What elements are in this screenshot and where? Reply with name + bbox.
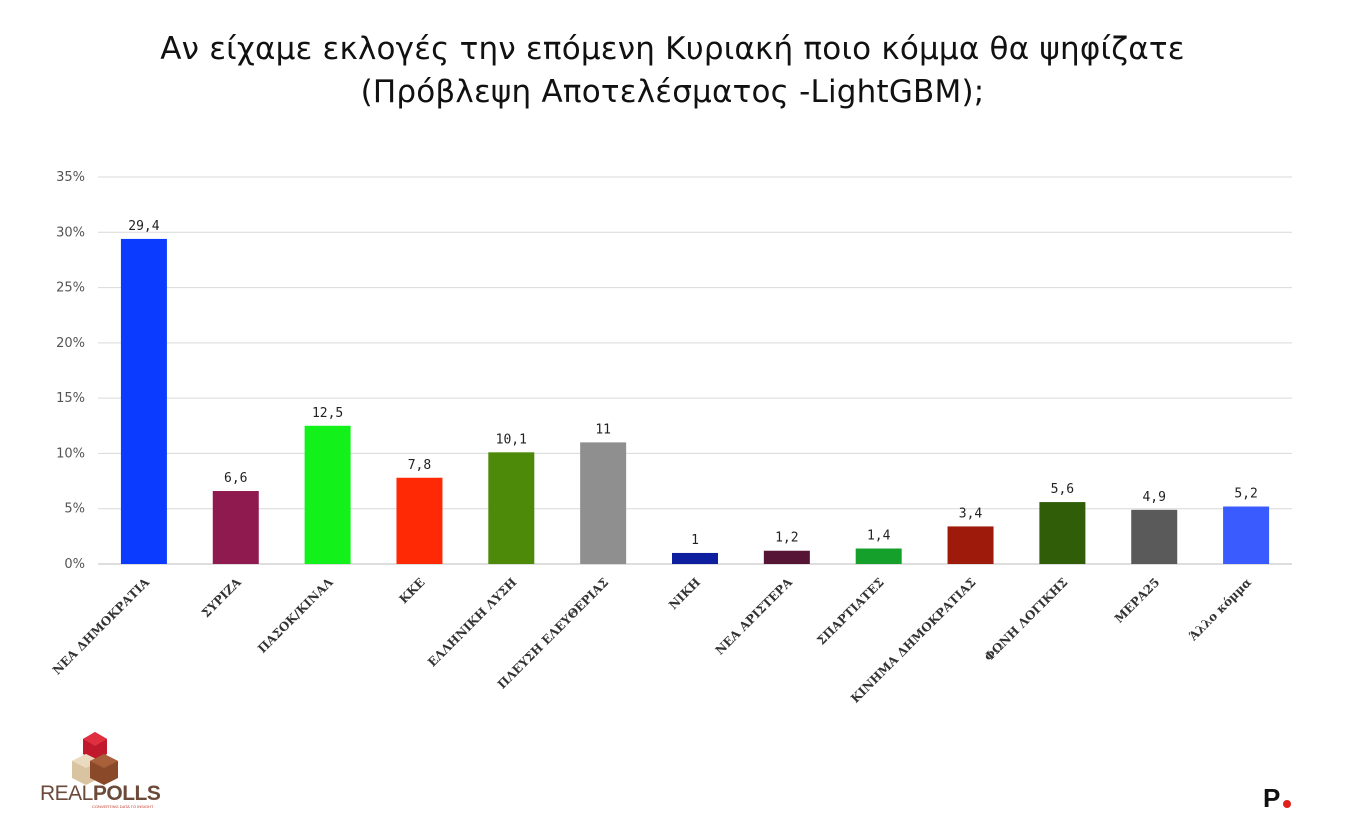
bar (763, 550, 810, 564)
bar (488, 452, 535, 564)
x-axis-category-labels: ΝΕΑ ΔΗΜΟΚΡΑΤΙΑ ΣΥΡΙΖΑ ΠΑΣΟΚ/ΚΙΝΑΛ ΚΚΕΕΛΛΗΝΙ… (50, 575, 1254, 706)
y-tick-label: 20% (56, 336, 85, 351)
data-label: 3,4 (959, 506, 983, 521)
x-category-label: ΣΠΑΡΤΙΑΤΕΣ (814, 575, 887, 648)
data-label: 10,1 (496, 432, 527, 447)
data-label: 7,8 (408, 458, 431, 473)
y-tick-label: 25% (56, 281, 85, 296)
y-tick-label: 15% (56, 391, 85, 406)
data-label: 4,9 (1142, 490, 1165, 505)
bar (1131, 509, 1178, 564)
bar (304, 425, 351, 564)
y-tick-label: 5% (64, 502, 85, 517)
x-category-label: ΝΙΚΗ (666, 575, 703, 612)
y-tick-label: 35% (56, 170, 85, 185)
realpolls-logo: REALPOLLS CONVERTING DATA TO INSIGHT (40, 730, 161, 810)
data-label: 1,4 (867, 529, 891, 544)
x-category-label: ΕΛΛΗΝΙΚΗ ΛΥΣΗ (425, 575, 519, 669)
data-label: 5,6 (1051, 482, 1074, 497)
x-category-label: ΚΚΕ (396, 575, 427, 606)
chart-title-line-1: Αν είχαμε εκλογές την επόμενη Κυριακή πο… (160, 31, 1185, 67)
x-category-label: ΠΛΕΥΣΗ ΕΛΕΥΘΕΡΙΑΣ (495, 575, 611, 691)
x-category-label: ΠΑΣΟΚ/ΚΙΝΑΛ (255, 575, 336, 656)
bar (947, 526, 994, 564)
realpolls-cube-icon (72, 732, 118, 785)
bar (120, 238, 167, 565)
data-label: 29,4 (128, 219, 159, 234)
chart-title: Αν είχαμε εκλογές την επόμενη Κυριακή πο… (0, 28, 1345, 114)
y-tick-label: 0% (64, 557, 85, 572)
data-label: 1,2 (775, 531, 798, 546)
x-category-label: ΣΥΡΙΖΑ (199, 575, 245, 621)
bar (1039, 502, 1086, 564)
bar (855, 548, 902, 564)
bar (580, 442, 627, 564)
bars (120, 238, 1270, 565)
chart-title-line-2: (Πρόβλεψη Αποτελέσματος -LightGBM); (360, 74, 985, 110)
data-label: 5,2 (1234, 487, 1257, 502)
x-category-label: ΝΕΑ ΔΗΜΟΚΡΑΤΙΑ (50, 575, 153, 678)
bar (212, 491, 259, 564)
bar (672, 552, 718, 564)
x-category-label: ΜΕΡΑ25 (1112, 575, 1163, 626)
x-category-label: Άλλο κόμμα (1186, 575, 1255, 644)
publisher-p-logo: P (1263, 783, 1291, 813)
data-label: 1 (691, 533, 699, 548)
realpolls-tagline: CONVERTING DATA TO INSIGHT (92, 804, 154, 809)
svg-text:P: P (1263, 783, 1280, 813)
x-category-label: ΝΕΑ ΑΡΙΣΤΕΡΑ (713, 575, 796, 658)
data-label: 12,5 (312, 406, 343, 421)
data-label: 6,6 (224, 471, 247, 486)
bar (1223, 506, 1270, 564)
y-tick-label: 30% (56, 225, 85, 240)
x-category-label: ΦΩΝΗ ΛΟΓΙΚΗΣ (982, 575, 1071, 664)
realpolls-wordmark: REALPOLLS (40, 782, 161, 805)
y-axis-tick-labels: 0% 5% 10% 15% 20% 25% 30% 35% (56, 170, 85, 572)
y-tick-label: 10% (56, 446, 85, 461)
bar (396, 477, 443, 564)
gridlines (98, 176, 1292, 565)
data-label: 11 (595, 422, 611, 437)
